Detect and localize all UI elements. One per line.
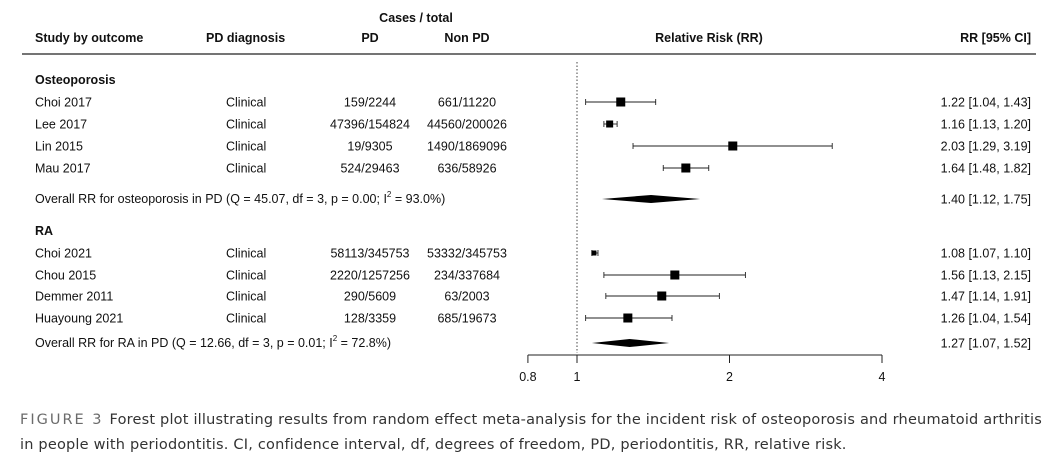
- header-study: Study by outcome: [35, 31, 143, 45]
- x-axis-tick-label: 1: [574, 370, 581, 384]
- caption-text: Forest plot illustrating results from ra…: [20, 412, 1043, 453]
- group-label-osteoporosis: Osteoporosis: [35, 73, 116, 87]
- study-name: Huayoung 2021: [35, 311, 123, 325]
- study-rr-ci: 1.16 [1.13, 1.20]: [941, 117, 1031, 131]
- point-estimate: [681, 163, 691, 173]
- overall-label: Overall RR for RA in PD (Q = 12.66, df =…: [35, 334, 391, 350]
- figure-caption: FIGURE 3 Forest plot illustrating results…: [20, 408, 1050, 458]
- study-rr-ci: 1.22 [1.04, 1.43]: [941, 95, 1031, 109]
- study-nonpd-cases: 661/11220: [438, 95, 496, 109]
- study-nonpd-cases: 636/58926: [437, 161, 496, 175]
- study-pd-cases: 47396/154824: [330, 117, 410, 131]
- study-diagnosis: Clinical: [226, 161, 266, 175]
- study-diagnosis: Clinical: [226, 311, 266, 325]
- figure-label: FIGURE 3: [20, 412, 104, 428]
- study-nonpd-cases: 53332/345753: [427, 246, 507, 260]
- study-rr-ci: 2.03 [1.29, 3.19]: [941, 139, 1031, 153]
- study-nonpd-cases: 1490/1869096: [427, 139, 507, 153]
- point-estimate: [670, 270, 680, 280]
- study-name: Lin 2015: [35, 139, 83, 153]
- header-diagnosis: PD diagnosis: [206, 31, 285, 45]
- study-rr-ci: 1.47 [1.14, 1.91]: [941, 289, 1031, 303]
- point-estimate: [591, 250, 597, 256]
- study-nonpd-cases: 685/19673: [437, 311, 496, 325]
- study-pd-cases: 128/3359: [344, 311, 396, 325]
- overall-rr-ci: 1.27 [1.07, 1.52]: [941, 336, 1031, 350]
- study-diagnosis: Clinical: [226, 117, 266, 131]
- study-rr-ci: 1.08 [1.07, 1.10]: [941, 246, 1031, 260]
- study-pd-cases: 2220/1257256: [330, 268, 410, 282]
- x-axis-tick-label: 0.8: [519, 370, 536, 384]
- study-name: Lee 2017: [35, 117, 87, 131]
- study-diagnosis: Clinical: [226, 246, 266, 260]
- study-diagnosis: Clinical: [226, 268, 266, 282]
- study-diagnosis: Clinical: [226, 289, 266, 303]
- study-name: Choi 2017: [35, 95, 92, 109]
- study-pd-cases: 58113/345753: [330, 246, 409, 260]
- study-nonpd-cases: 63/2003: [444, 289, 489, 303]
- point-estimate: [657, 291, 667, 301]
- header-cases-total: Cases / total: [379, 11, 453, 25]
- x-axis-tick-label: 2: [726, 370, 733, 384]
- point-estimate: [623, 313, 633, 323]
- study-name: Mau 2017: [35, 161, 91, 175]
- study-nonpd-cases: 234/337684: [434, 268, 500, 282]
- study-pd-cases: 524/29463: [340, 161, 399, 175]
- header-rr-ci: RR [95% CI]: [960, 31, 1031, 45]
- study-rr-ci: 1.26 [1.04, 1.54]: [941, 311, 1031, 325]
- study-name: Demmer 2011: [35, 289, 113, 303]
- study-pd-cases: 290/5609: [344, 289, 396, 303]
- study-rr-ci: 1.64 [1.48, 1.82]: [941, 161, 1031, 175]
- overall-diamond: [591, 339, 670, 347]
- overall-diamond: [601, 195, 701, 203]
- x-axis-tick-label: 4: [879, 370, 886, 384]
- point-estimate: [728, 141, 738, 151]
- overall-label: Overall RR for osteoporosis in PD (Q = 4…: [35, 190, 445, 206]
- study-diagnosis: Clinical: [226, 95, 266, 109]
- group-label-ra: RA: [35, 224, 53, 238]
- header-nonpd: Non PD: [444, 31, 489, 45]
- point-estimate: [616, 97, 626, 107]
- header-plot-title: Relative Risk (RR): [655, 31, 763, 45]
- study-name: Chou 2015: [35, 268, 96, 282]
- study-nonpd-cases: 44560/200026: [427, 117, 507, 131]
- overall-rr-ci: 1.40 [1.12, 1.75]: [941, 192, 1031, 206]
- study-pd-cases: 19/9305: [347, 139, 392, 153]
- study-pd-cases: 159/2244: [344, 95, 396, 109]
- study-rr-ci: 1.56 [1.13, 2.15]: [941, 268, 1031, 282]
- header-pd: PD: [361, 31, 378, 45]
- point-estimate: [606, 120, 614, 128]
- study-diagnosis: Clinical: [226, 139, 266, 153]
- study-name: Choi 2021: [35, 246, 92, 260]
